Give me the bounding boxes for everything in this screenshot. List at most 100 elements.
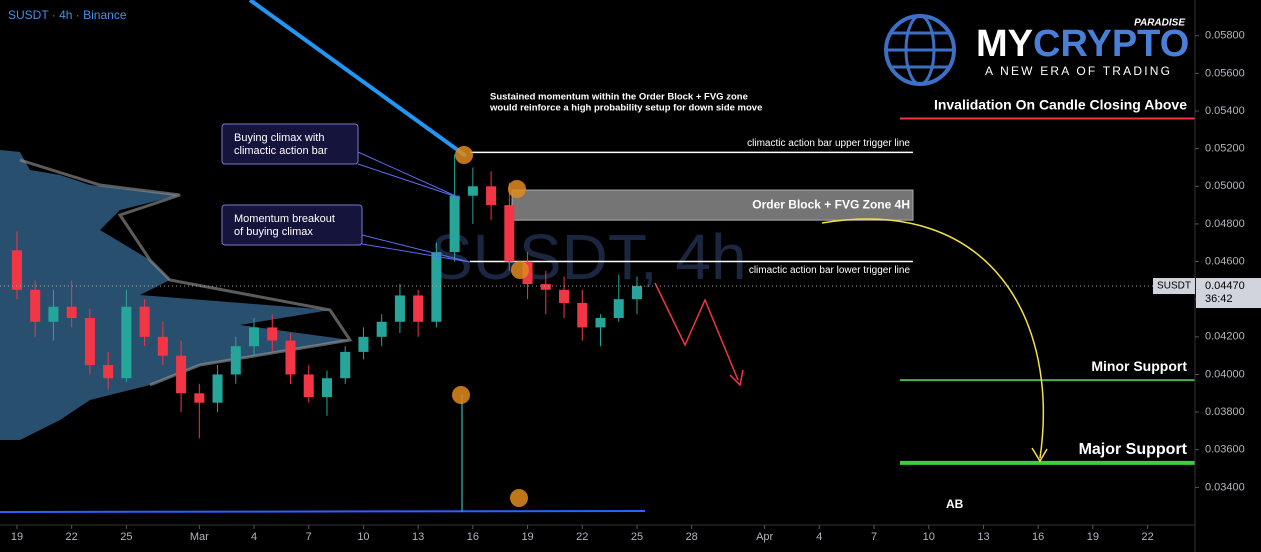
y-tick-label: 0.05200 — [1205, 143, 1245, 155]
logo-text: MYCRYPTO — [976, 23, 1189, 65]
order-block-zone — [511, 189, 914, 221]
x-tick-label: 16 — [467, 531, 479, 543]
candle-body — [285, 340, 296, 375]
arrow-head — [729, 369, 744, 387]
x-tick-label: 7 — [871, 531, 877, 543]
x-tick-label: 16 — [1032, 531, 1044, 543]
y-tick-label: 0.05600 — [1205, 67, 1245, 79]
candle-body — [394, 295, 405, 322]
x-tick-label: 10 — [357, 531, 369, 543]
x-tick-label: 22 — [1141, 531, 1153, 543]
candle-body — [176, 355, 187, 394]
projection-arrow — [654, 282, 739, 381]
candle-body — [66, 306, 77, 319]
candle-body — [376, 321, 387, 337]
level-label: Invalidation On Candle Closing Above — [934, 96, 1187, 112]
callout-pointer — [357, 163, 461, 199]
candle-body — [267, 327, 278, 341]
candle-body — [103, 365, 114, 379]
x-tick-label: 13 — [977, 531, 989, 543]
x-tick-label: 25 — [631, 531, 643, 543]
countdown: 36:42 — [1205, 293, 1233, 305]
price-label: 0.04470 — [1205, 280, 1245, 292]
callout-pointer — [361, 243, 471, 263]
candle-body — [413, 295, 424, 322]
x-tick-label: 13 — [412, 531, 424, 543]
callout-text: Buying climax with — [234, 132, 324, 144]
x-tick-label: 19 — [521, 531, 533, 543]
candle-body — [613, 299, 624, 319]
logo-b: CRYPTO — [1033, 23, 1189, 65]
candle-body — [358, 336, 369, 352]
trigger-label: climactic action bar upper trigger line — [747, 138, 910, 149]
callout-text: Momentum breakout — [234, 213, 335, 225]
candle-body — [431, 252, 442, 322]
logo-tag: PARADISE — [1134, 18, 1185, 29]
marker — [508, 180, 526, 198]
x-tick-label: 25 — [120, 531, 132, 543]
y-tick-label: 0.03400 — [1205, 481, 1245, 493]
candle-body — [249, 327, 260, 347]
x-tick-label: 28 — [686, 531, 698, 543]
candle-body — [84, 318, 95, 366]
x-tick-label: Mar — [190, 531, 209, 543]
volume-profile — [0, 150, 350, 440]
candle-body — [340, 351, 351, 379]
y-tick-label: 0.03600 — [1205, 444, 1245, 456]
pattern-label: AB — [946, 497, 964, 511]
candle-body — [48, 306, 59, 322]
candle-body — [230, 346, 241, 375]
candle-body — [194, 393, 205, 403]
y-tick-label: 0.05000 — [1205, 180, 1245, 192]
callout-box — [221, 123, 359, 165]
y-tick-label: 0.05800 — [1205, 30, 1245, 42]
y-tick-label: 0.05400 — [1205, 105, 1245, 117]
x-tick-label: 22 — [576, 531, 588, 543]
plot: Order Block + FVG Zone 4H climactic actio… — [11, 96, 1195, 465]
chart-title: SUSDT · 4h · Binance — [8, 8, 127, 22]
y-tick-label: 0.04600 — [1205, 255, 1245, 267]
note: Sustained momentum within the Order Bloc… — [490, 92, 748, 103]
level-label: Major Support — [1079, 441, 1188, 458]
marker — [452, 386, 470, 404]
x-tick-label: 4 — [816, 531, 822, 543]
zone-label: Order Block + FVG Zone 4H — [752, 197, 910, 211]
candle-body — [157, 336, 168, 356]
logo: MYCRYPTO PARADISE A NEW ERA OF TRADING — [884, 14, 1189, 86]
candle-body — [540, 284, 551, 290]
x-tick-label: 22 — [66, 531, 78, 543]
marker — [510, 489, 528, 507]
candle-body — [30, 289, 41, 322]
symbol-tag — [1153, 278, 1195, 295]
marker — [511, 261, 529, 279]
logo-slogan: A NEW ERA OF TRADING — [985, 64, 1172, 78]
candle-body — [321, 378, 332, 398]
candle-body — [577, 302, 588, 328]
logo-a: MY — [976, 23, 1033, 65]
candle-body — [595, 318, 606, 328]
projection-curve — [821, 218, 1044, 459]
note: would reinforce a high probability setup… — [489, 103, 762, 114]
callout-pointer — [361, 234, 471, 263]
trigger-label: climactic action bar lower trigger line — [749, 265, 911, 276]
level-label: Minor Support — [1091, 358, 1187, 374]
callout-pointer — [357, 151, 461, 199]
watermark: SUSDT, 4h — [430, 221, 747, 293]
candle-body — [212, 374, 223, 403]
candle-body — [559, 289, 570, 303]
candle-body — [486, 186, 497, 206]
price-tag — [1196, 278, 1261, 309]
candle-body — [303, 374, 314, 398]
y-tick-label: 0.04000 — [1205, 368, 1245, 380]
candle-body — [467, 186, 478, 196]
y-tick-label: 0.03800 — [1205, 406, 1245, 418]
candle-body — [631, 286, 642, 300]
trendline — [248, 0, 468, 158]
x-tick-label: 19 — [11, 531, 23, 543]
x-tick-label: Apr — [756, 531, 773, 543]
candle-body — [449, 195, 460, 253]
x-tick-label: 4 — [251, 531, 257, 543]
x-tick-label: 10 — [923, 531, 935, 543]
